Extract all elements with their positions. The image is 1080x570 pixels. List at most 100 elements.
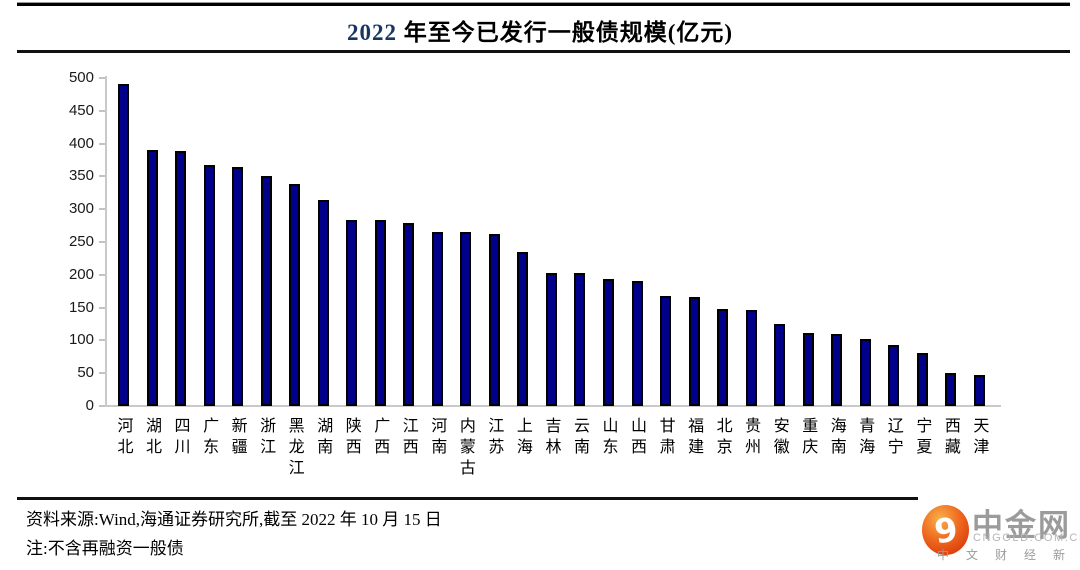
y-tick-label: 50 (77, 364, 94, 382)
bar (973, 374, 985, 406)
y-axis-line (105, 76, 107, 407)
y-tick-label: 500 (68, 69, 94, 86)
y-tick-mark (99, 208, 105, 211)
x-tick-label: 福建 (685, 417, 703, 459)
cngold-logo: 9 中金网 CNGOLD.COM.CN 中 文 财 经 新 媒 体 (918, 500, 1080, 562)
bar (146, 149, 158, 406)
x-tick-label: 上海 (513, 417, 531, 459)
bar (888, 344, 900, 406)
x-tick-label: 辽宁 (884, 417, 902, 459)
y-tick-mark (99, 109, 105, 112)
bar (574, 273, 586, 406)
x-tick-label: 山西 (628, 417, 646, 459)
x-tick-label: 天津 (970, 417, 988, 459)
y-tick-mark (99, 273, 105, 276)
bar (945, 372, 957, 406)
x-tick-label: 河北 (114, 417, 132, 459)
bar (688, 297, 700, 406)
x-tick-label: 湖南 (314, 417, 332, 459)
y-tick-mark (99, 241, 105, 243)
y-tick-label: 250 (68, 233, 94, 250)
logo-tagline: 中 文 财 经 新 媒 体 (937, 548, 1080, 562)
chart-title-year: 2022 (346, 20, 397, 45)
bar (317, 200, 329, 406)
x-tick-label: 黑龙江 (285, 417, 303, 480)
x-tick-label: 新疆 (228, 417, 246, 459)
x-tick-label: 西藏 (941, 417, 959, 459)
x-tick-label: 云南 (570, 417, 588, 459)
y-tick-label: 450 (68, 101, 94, 119)
bar (916, 352, 928, 406)
logo-domain: CNGOLD.COM.CN (973, 532, 1080, 544)
bar (545, 272, 557, 406)
bar (831, 333, 843, 406)
bar (802, 332, 814, 406)
x-tick-label: 安徽 (770, 417, 788, 459)
y-tick-label: 350 (68, 167, 94, 185)
bar (289, 183, 301, 406)
bar (431, 231, 443, 406)
bar (232, 167, 244, 406)
chart-title: 2022 年至今已发行一般债规模(亿元) (0, 13, 1080, 47)
bar (203, 165, 215, 406)
y-tick-mark (99, 405, 105, 407)
y-tick-mark (99, 77, 105, 79)
bar (403, 222, 415, 406)
x-tick-label: 贵州 (742, 417, 760, 459)
bar (374, 220, 386, 406)
x-axis-line (100, 405, 1001, 407)
y-tick-mark (99, 175, 105, 178)
x-tick-label: 海南 (827, 417, 845, 459)
x-tick-label: 北京 (713, 417, 731, 459)
x-tick-label: 重庆 (799, 417, 817, 459)
bar (175, 151, 187, 406)
bar (745, 310, 757, 406)
x-tick-label: 浙江 (257, 417, 275, 459)
title-rule (17, 50, 1070, 53)
source-note: 资料来源:Wind,海通证券研究所,截至 2022 年 10 月 15 日 (26, 510, 442, 529)
bar (603, 279, 614, 406)
cngold-mark-icon: 9 (921, 504, 970, 561)
y-tick-label: 100 (68, 331, 94, 349)
y-tick-label: 400 (68, 134, 94, 152)
y-tick-mark (99, 306, 105, 309)
y-tick-label: 0 (85, 397, 94, 414)
footnote: 注:不含再融资一般债 (26, 539, 184, 558)
x-tick-label: 宁夏 (913, 417, 931, 459)
bar (859, 339, 871, 406)
svg-text:9: 9 (932, 509, 960, 551)
y-tick-mark (99, 339, 105, 342)
y-tick-label: 300 (68, 200, 94, 218)
bar (774, 324, 786, 406)
x-tick-label: 四川 (171, 417, 189, 459)
x-tick-label: 山东 (599, 417, 617, 459)
bar (517, 252, 529, 406)
bar (488, 234, 500, 406)
x-tick-label: 吉林 (542, 417, 560, 459)
y-tick-mark (99, 372, 105, 375)
bar (346, 219, 358, 406)
bar (631, 280, 643, 406)
y-tick-label: 200 (68, 265, 94, 283)
x-tick-label: 陕西 (342, 417, 360, 459)
x-tick-label: 江西 (399, 417, 417, 459)
bar (260, 175, 272, 406)
x-tick-label: 江苏 (485, 417, 503, 459)
bar (660, 296, 672, 406)
x-tick-label: 内蒙古 (456, 417, 474, 480)
x-tick-label: 广西 (371, 417, 389, 459)
bar (118, 83, 129, 406)
x-tick-label: 广东 (200, 417, 218, 459)
x-tick-label: 青海 (856, 417, 874, 459)
y-tick-mark (99, 142, 105, 145)
y-tick-label: 150 (68, 298, 94, 316)
footer-rule (17, 497, 918, 500)
bar (717, 308, 729, 406)
logo-name: 中金网 (972, 508, 1071, 543)
x-tick-label: 河南 (428, 417, 446, 459)
top-rule (17, 2, 1070, 6)
x-tick-label: 甘肃 (656, 417, 674, 459)
bar (460, 232, 472, 406)
chart-title-text: 年至今已发行一般债规模(亿元) (396, 20, 734, 45)
